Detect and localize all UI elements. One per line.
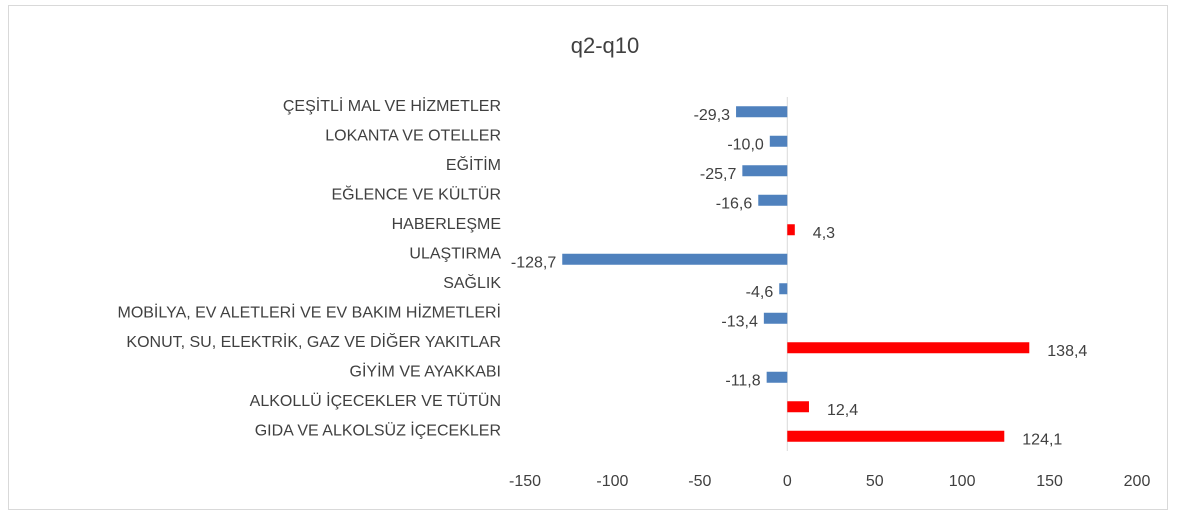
y-tick-label: HABERLEŞME bbox=[392, 216, 501, 233]
bar bbox=[787, 224, 795, 236]
bar bbox=[779, 283, 788, 295]
y-tick-label: ÇEŞİTLİ MAL VE HİZMETLER bbox=[283, 96, 501, 115]
x-tick-label: -150 bbox=[509, 473, 541, 490]
x-tick-label: -100 bbox=[596, 473, 628, 490]
y-tick-label: ALKOLLÜ İÇECEKLER VE TÜTÜN bbox=[250, 391, 501, 410]
data-label: 124,1 bbox=[1022, 431, 1062, 448]
data-label: 138,4 bbox=[1047, 343, 1087, 360]
y-tick-label: ULAŞTIRMA bbox=[409, 245, 501, 262]
bar bbox=[742, 165, 788, 177]
data-label: -128,7 bbox=[511, 254, 556, 271]
x-tick-label: -50 bbox=[688, 473, 711, 490]
data-label: 12,4 bbox=[827, 402, 858, 419]
y-tick-label: EĞLENCE VE KÜLTÜR bbox=[331, 184, 501, 203]
bar bbox=[769, 135, 788, 147]
data-label: -10,0 bbox=[727, 136, 764, 153]
y-tick-label: GIDA VE ALKOLSÜZ İÇECEKLER bbox=[255, 420, 501, 439]
data-label: -4,6 bbox=[746, 284, 774, 301]
x-tick-label: 150 bbox=[1036, 473, 1063, 490]
data-label: -16,6 bbox=[716, 195, 753, 212]
data-label: -11,8 bbox=[725, 372, 760, 389]
x-tick-label: 200 bbox=[1124, 473, 1151, 490]
y-tick-label: GİYİM VE AYAKKABI bbox=[350, 361, 501, 380]
y-tick-label: EĞİTİM bbox=[446, 155, 501, 174]
y-tick-label: LOKANTA VE OTELLER bbox=[325, 127, 501, 144]
y-tick-label: KONUT, SU, ELEKTRİK, GAZ VE DİĞER YAKITL… bbox=[126, 332, 501, 351]
bar bbox=[758, 194, 788, 206]
data-label: -29,3 bbox=[694, 107, 731, 124]
bar bbox=[562, 253, 788, 265]
data-label: -13,4 bbox=[721, 313, 758, 330]
bar bbox=[736, 106, 788, 118]
y-tick-label: MOBİLYA, EV ALETLERİ VE EV BAKIM HİZMETL… bbox=[117, 302, 501, 321]
bar bbox=[766, 371, 788, 383]
chart-title: q2-q10 bbox=[571, 33, 640, 58]
x-tick-label: 0 bbox=[783, 473, 792, 490]
y-tick-label: SAĞLIK bbox=[443, 273, 501, 292]
x-tick-label: 100 bbox=[949, 473, 976, 490]
data-label: -25,7 bbox=[700, 166, 737, 183]
bar bbox=[787, 401, 809, 413]
bar bbox=[787, 342, 1030, 354]
data-label: 4,3 bbox=[813, 225, 835, 242]
bar bbox=[787, 430, 1005, 442]
x-tick-label: 50 bbox=[866, 473, 884, 490]
bar bbox=[763, 312, 788, 324]
